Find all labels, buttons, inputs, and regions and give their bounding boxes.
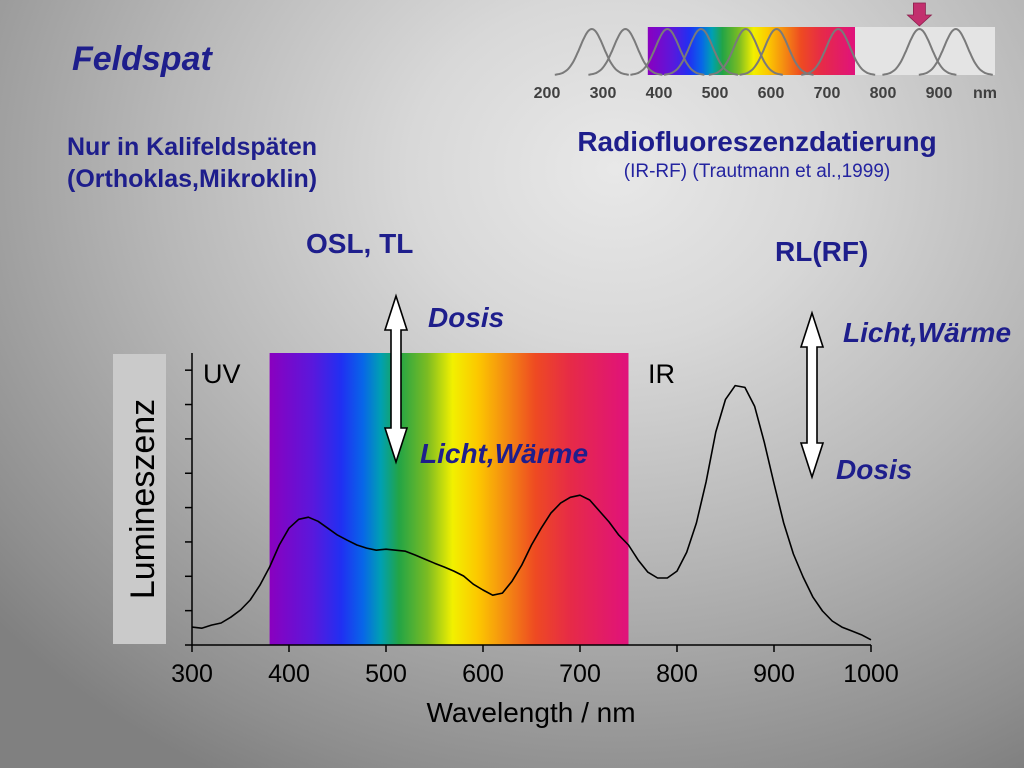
feldspar-note-line-1: Nur in Kalifeldspäten xyxy=(67,133,317,161)
osl-dose-label: Dosis xyxy=(428,302,504,333)
mini-filter-curve xyxy=(918,27,993,76)
luminescence-curve xyxy=(191,384,872,641)
y-axis-label: Lumineszenz xyxy=(124,399,162,599)
axes-layer: 300 400 500 600 700 800 900 1000 xyxy=(171,353,899,688)
region-label-uv: UV xyxy=(203,359,241,389)
series-layer xyxy=(191,384,872,641)
mini-tick-label: 500 xyxy=(702,85,729,102)
mini-unit-label: nm xyxy=(973,85,997,102)
double-arrow-icon xyxy=(799,310,825,480)
mini-tick-label: 200 xyxy=(534,85,561,102)
rf-double-arrow xyxy=(799,310,825,480)
osl-tl-label: OSL, TL xyxy=(306,228,413,259)
rf-light-heat-label: Licht,Wärme xyxy=(843,317,1011,348)
mini-wavelength-scale: 200 300 400 500 600 700 800 900 nm xyxy=(534,2,997,102)
slide-title: Feldspat xyxy=(72,40,213,78)
double-arrow-icon xyxy=(383,293,409,465)
x-tick-label: 600 xyxy=(462,660,504,688)
mini-filter-curve xyxy=(801,27,876,76)
mini-tick-label: 600 xyxy=(758,85,785,102)
mini-tick-label: 300 xyxy=(590,85,617,102)
osl-double-arrow xyxy=(383,293,409,465)
mini-tick-label: 900 xyxy=(926,85,953,102)
y-axis-label-background xyxy=(113,354,166,644)
mini-filter-curve xyxy=(663,27,739,76)
luminescence-spectrum-chart: Lumineszenz 300 400 500 600 700 800 900 1000 UV… xyxy=(113,353,899,728)
mini-tick-label: 400 xyxy=(646,85,673,102)
mini-filter-curve xyxy=(708,27,783,76)
x-axis-label: Wavelength / nm xyxy=(426,697,635,728)
feldspar-note-line-2: (Orthoklas,Mikroklin) xyxy=(67,165,317,193)
x-tick-label: 500 xyxy=(365,660,407,688)
x-tick-label: 800 xyxy=(656,660,698,688)
spectrum-band-layer xyxy=(269,353,629,645)
rf-dose-label: Dosis xyxy=(836,454,912,485)
method-reference: (IR-RF) (Trautmann et al.,1999) xyxy=(624,161,890,182)
mini-filter-curve xyxy=(739,27,814,76)
down-arrow-icon xyxy=(906,2,933,27)
x-tick-label: 700 xyxy=(559,660,601,688)
x-tick-label: 900 xyxy=(753,660,795,688)
x-tick-label: 400 xyxy=(268,660,310,688)
osl-light-heat-label: Licht,Wärme xyxy=(420,438,588,469)
x-tick-label: 1000 xyxy=(843,660,899,688)
rl-rf-label: RL(RF) xyxy=(775,236,868,267)
mini-filter-curve xyxy=(630,27,705,76)
x-tick-label: 300 xyxy=(171,660,213,688)
mini-tick-label: 800 xyxy=(870,85,897,102)
mini-filter-curve xyxy=(882,27,957,76)
visible-spectrum-band xyxy=(269,353,629,645)
mini-filter-curve xyxy=(554,27,629,76)
mini-tick-label: 700 xyxy=(814,85,841,102)
method-title: Radiofluoreszenzdatierung xyxy=(577,126,936,157)
mini-filter-curve xyxy=(588,27,663,76)
region-label-ir: IR xyxy=(648,359,675,389)
